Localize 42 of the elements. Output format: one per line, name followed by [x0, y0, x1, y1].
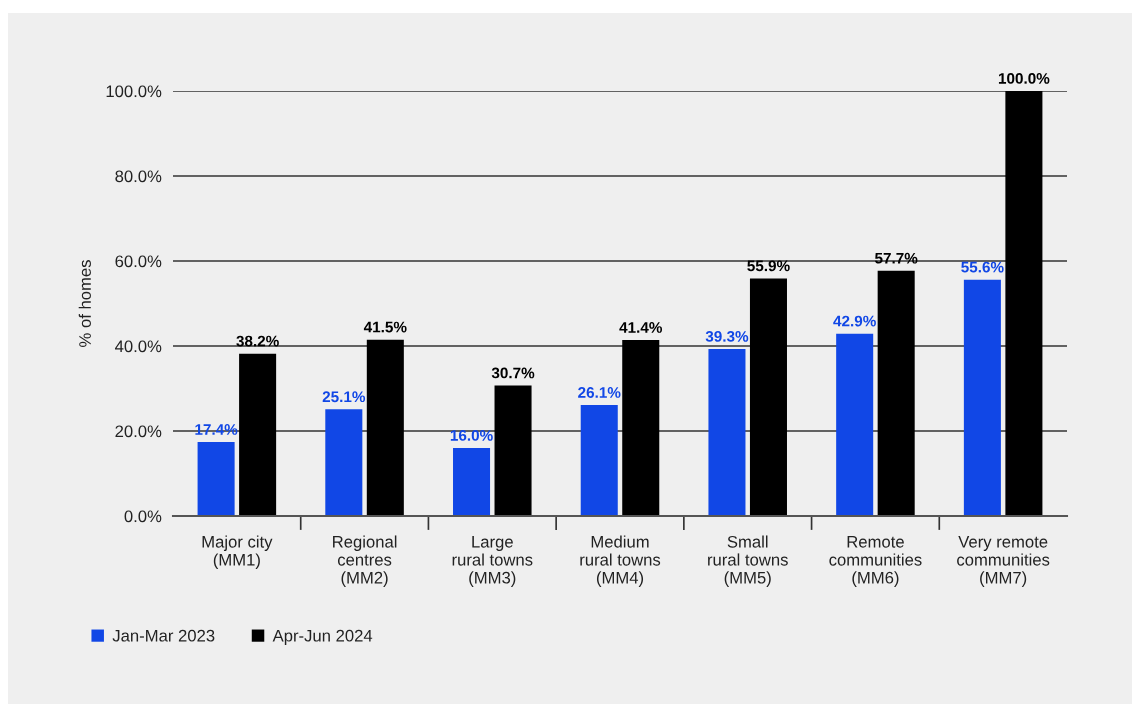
x-tick-label: Large rural towns (MM3) — [452, 536, 533, 587]
x-tick-label: Remote communities (MM6) — [829, 536, 922, 587]
y-tick-label: 80.0% — [115, 170, 162, 183]
y-tick-label: 100.0% — [106, 85, 162, 98]
legend-label: Jan-Mar 2023 — [112, 629, 215, 642]
bar — [580, 405, 618, 516]
y-tick-label: 40.0% — [115, 340, 162, 353]
data-label: 39.3% — [705, 330, 749, 342]
data-label: 55.6% — [961, 261, 1004, 273]
x-tick-label: Regional centres (MM2) — [333, 535, 397, 587]
bar — [494, 385, 532, 516]
y-axis-title: % of homes — [78, 260, 91, 347]
data-label: 30.7% — [491, 367, 535, 379]
x-tick-label: Very remote communities (MM7) — [957, 536, 1050, 587]
bar — [239, 353, 277, 516]
y-tick-label: 0.0% — [124, 510, 162, 523]
bar — [708, 348, 746, 516]
data-label: 41.4% — [619, 322, 663, 333]
x-tick-label: Small rural towns (MM5) — [708, 535, 788, 587]
data-label: 55.9% — [747, 260, 790, 272]
bar — [622, 340, 660, 516]
y-tick-label: 60.0% — [115, 255, 162, 268]
bar — [366, 339, 404, 516]
data-label: 100.0% — [998, 73, 1050, 84]
bar — [1005, 91, 1043, 516]
data-label: 26.1% — [578, 387, 621, 398]
legend-label: Apr-Jun 2024 — [272, 629, 373, 645]
bar — [325, 409, 363, 516]
bar — [877, 270, 915, 516]
bar — [453, 448, 491, 516]
y-tick-label: 20.0% — [115, 425, 162, 438]
data-label: 42.9% — [833, 315, 876, 327]
bar — [963, 279, 1001, 516]
bar — [749, 278, 787, 516]
data-label: 16.0% — [450, 429, 493, 441]
bar — [836, 333, 874, 516]
x-tick-label: Major city (MM1) — [202, 535, 273, 569]
data-label: 41.5% — [363, 321, 407, 333]
data-label: 38.2% — [236, 335, 279, 347]
bar — [197, 442, 235, 516]
data-label: 25.1% — [322, 391, 366, 403]
x-tick-label: Medium rural towns (MM4) — [580, 535, 661, 587]
